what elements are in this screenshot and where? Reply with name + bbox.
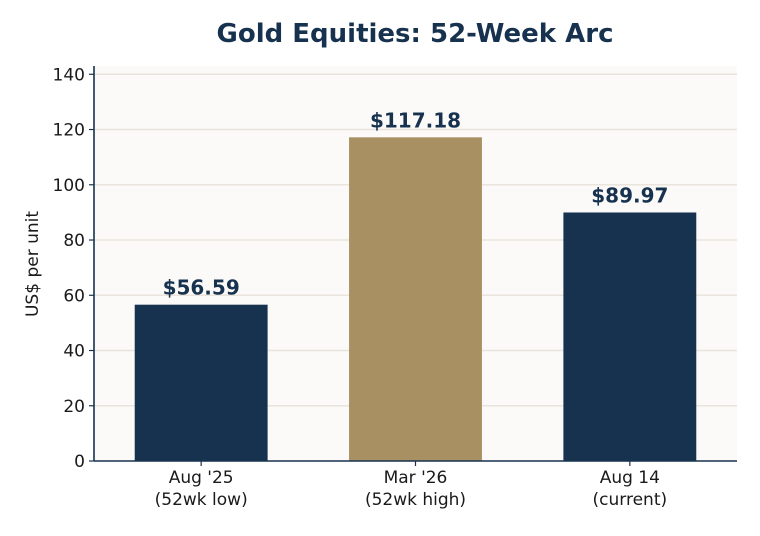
x-tick-label: Aug '25 (52wk low) [155,468,248,510]
chart-title: Gold Equities: 52-Week Arc [217,19,614,49]
y-tick-label: 100 [53,176,85,196]
y-tick-label: 0 [74,452,85,472]
y-tick-label: 140 [53,65,85,85]
bar [563,212,697,461]
y-tick-label: 40 [63,342,85,362]
x-tick-label: Mar '26 (52wk high) [365,468,466,510]
bar-value-label: $56.59 [163,276,240,300]
bar-value-label: $117.18 [370,108,461,132]
y-tick-label: 60 [63,286,85,306]
y-tick-label: 80 [63,231,85,251]
bar-value-label: $89.97 [591,183,668,207]
x-tick-label: Aug 14 (current) [593,468,668,510]
bar [349,137,482,461]
y-tick-label: 120 [53,121,85,141]
y-tick-label: 20 [63,397,85,417]
bar [134,304,268,461]
y-axis-label: US$ per unit [23,211,43,317]
